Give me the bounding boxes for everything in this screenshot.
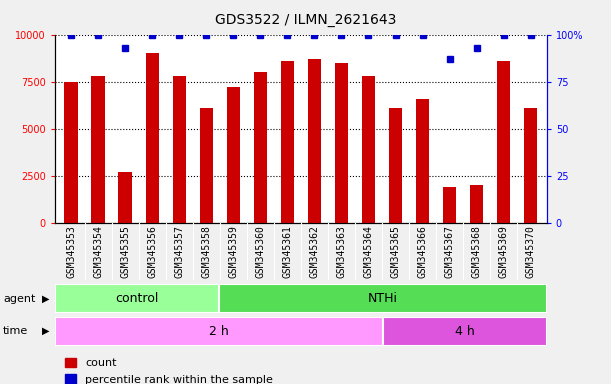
Text: GSM345362: GSM345362 xyxy=(309,226,320,278)
Bar xyxy=(254,72,267,223)
Bar xyxy=(145,53,159,223)
Text: ▶: ▶ xyxy=(42,326,49,336)
Text: GSM345354: GSM345354 xyxy=(93,226,103,278)
Bar xyxy=(55,317,383,346)
Text: GSM345367: GSM345367 xyxy=(445,226,455,278)
Legend: count, percentile rank within the sample: count, percentile rank within the sample xyxy=(60,353,277,384)
Bar xyxy=(227,87,240,223)
Text: control: control xyxy=(115,292,159,305)
Text: GSM345363: GSM345363 xyxy=(337,226,346,278)
Text: GSM345361: GSM345361 xyxy=(282,226,293,278)
Bar xyxy=(280,61,294,223)
Text: GDS3522 / ILMN_2621643: GDS3522 / ILMN_2621643 xyxy=(215,13,396,27)
Text: 4 h: 4 h xyxy=(455,325,475,338)
Bar xyxy=(443,187,456,223)
Bar xyxy=(119,172,132,223)
Bar xyxy=(55,284,219,313)
Text: GSM345359: GSM345359 xyxy=(229,226,238,278)
Bar xyxy=(362,76,375,223)
Bar xyxy=(524,108,538,223)
Bar xyxy=(219,284,547,313)
Text: GSM345360: GSM345360 xyxy=(255,226,265,278)
Bar xyxy=(415,99,430,223)
Text: GSM345356: GSM345356 xyxy=(147,226,157,278)
Text: GSM345368: GSM345368 xyxy=(472,226,481,278)
Bar xyxy=(172,76,186,223)
Text: GSM345370: GSM345370 xyxy=(525,226,536,278)
Bar xyxy=(389,108,402,223)
Text: agent: agent xyxy=(3,293,35,304)
Text: GSM345369: GSM345369 xyxy=(499,226,508,278)
Bar xyxy=(497,61,510,223)
Text: GSM345353: GSM345353 xyxy=(66,226,76,278)
Bar xyxy=(64,82,78,223)
Bar xyxy=(335,63,348,223)
Bar xyxy=(92,76,105,223)
Text: GSM345358: GSM345358 xyxy=(202,226,211,278)
Text: ▶: ▶ xyxy=(42,293,49,304)
Text: GSM345355: GSM345355 xyxy=(120,226,130,278)
Bar xyxy=(200,108,213,223)
Text: GSM345365: GSM345365 xyxy=(390,226,400,278)
Text: time: time xyxy=(3,326,28,336)
Bar xyxy=(470,185,483,223)
Bar xyxy=(308,59,321,223)
Text: GSM345366: GSM345366 xyxy=(417,226,428,278)
Text: GSM345357: GSM345357 xyxy=(174,226,185,278)
Text: NTHi: NTHi xyxy=(368,292,398,305)
Text: GSM345364: GSM345364 xyxy=(364,226,373,278)
Text: 2 h: 2 h xyxy=(209,325,229,338)
Bar xyxy=(383,317,547,346)
